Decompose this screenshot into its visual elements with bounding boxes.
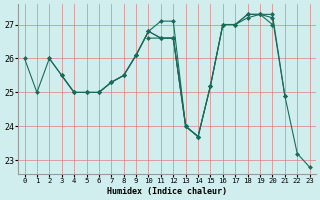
X-axis label: Humidex (Indice chaleur): Humidex (Indice chaleur): [107, 187, 227, 196]
